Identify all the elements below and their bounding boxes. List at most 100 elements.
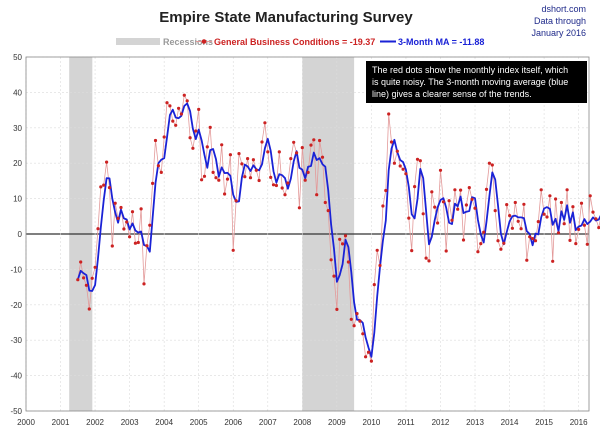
gbc-data-point (364, 355, 368, 359)
x-tick-label: 2010 (363, 418, 381, 427)
gbc-data-point (421, 212, 425, 216)
source-credit: dshort.com Data through January 2016 (531, 4, 586, 38)
gbc-data-point (248, 176, 253, 180)
gbc-data-point (136, 240, 140, 245)
gbc-data-point (461, 238, 466, 242)
gbc-data-point (513, 200, 517, 205)
y-tick-label: 10 (13, 195, 22, 204)
gbc-data-point (539, 188, 543, 192)
gbc-data-point (257, 178, 261, 183)
gbc-data-point (404, 172, 408, 176)
y-tick-label: -50 (10, 407, 22, 416)
x-tick-label: 2006 (224, 418, 242, 427)
gbc-series-line (77, 93, 600, 362)
y-tick-label: -40 (10, 372, 22, 381)
gbc-data-point (464, 203, 468, 207)
gbc-data-point (352, 324, 356, 328)
gbc-data-point (450, 218, 454, 222)
gbc-data-point (318, 138, 322, 143)
y-tick-label: 50 (13, 53, 22, 62)
x-tick-label: 2016 (570, 418, 588, 427)
gbc-data-point (332, 274, 336, 278)
gbc-data-point (415, 157, 420, 161)
gbc-data-point (574, 242, 578, 246)
gbc-data-point (217, 178, 221, 182)
gbc-data-point (151, 181, 155, 185)
series-layer (76, 93, 600, 363)
gbc-data-point (545, 215, 549, 219)
gbc-data-point (384, 188, 388, 193)
gbc-data-point (407, 216, 411, 220)
gbc-data-point (188, 136, 192, 140)
legend-ma-label: 3-Month MA = -11.88 (398, 37, 484, 47)
gbc-data-point (214, 176, 218, 180)
gbc-data-point (274, 183, 278, 188)
gbc-data-point (277, 150, 281, 154)
annotation-line-3: line) gives a clearer sense of the trend… (372, 89, 532, 99)
gbc-data-point (79, 260, 83, 264)
gbc-data-point (303, 178, 307, 182)
gbc-data-point (551, 259, 555, 263)
gbc-data-point (496, 239, 500, 243)
gbc-data-point (228, 153, 232, 157)
gbc-data-point (389, 140, 394, 144)
gbc-data-point (96, 227, 100, 231)
gbc-data-point (194, 129, 198, 133)
gbc-data-point (418, 159, 422, 163)
gbc-data-point (84, 283, 88, 287)
annotation-line-2: is quite noisy. The 3-month moving avera… (372, 77, 568, 87)
gbc-data-point (125, 220, 129, 224)
x-tick-label: 2005 (190, 418, 208, 427)
gbc-data-point (130, 210, 135, 214)
gbc-data-point (90, 276, 94, 280)
gbc-data-point (510, 226, 514, 230)
gbc-data-point (246, 157, 250, 161)
gbc-data-point (191, 146, 195, 150)
gbc-data-point (528, 235, 532, 239)
x-tick-label: 2011 (397, 418, 415, 427)
legend-gbc-dot (201, 39, 207, 44)
gbc-data-point (99, 185, 103, 189)
plot-frame (25, 56, 590, 412)
gbc-data-point (395, 149, 399, 153)
gbc-data-point (323, 200, 327, 205)
gbc-data-point (424, 256, 428, 260)
annotation-box: The red dots show the monthly index itse… (366, 61, 587, 103)
gbc-data-point (254, 168, 258, 172)
y-tick-label: 30 (13, 124, 22, 133)
gbc-data-point (289, 157, 293, 161)
gbc-data-point (315, 193, 319, 197)
gbc-data-point (300, 146, 304, 150)
gbc-data-point (470, 197, 474, 201)
gbc-data-point (430, 190, 434, 194)
gbc-data-point (502, 241, 506, 245)
gbc-data-point (398, 164, 402, 168)
legend: Recessions General Business Conditions =… (116, 37, 484, 47)
gbc-data-point (519, 227, 523, 231)
gbc-data-point (286, 181, 290, 185)
gbc-data-point (536, 220, 540, 224)
gbc-data-point (490, 163, 494, 167)
gbc-data-point (197, 107, 201, 111)
gbc-data-point (165, 101, 169, 105)
gbc-data-point (87, 307, 91, 311)
gbc-data-point (525, 258, 529, 262)
gbc-data-point (263, 121, 267, 125)
gbc-data-point (231, 248, 235, 252)
gbc-data-point (453, 188, 457, 192)
gbc-data-point (335, 307, 339, 311)
gbc-data-point (447, 199, 451, 203)
gbc-data-point (122, 227, 126, 231)
gbc-data-point (102, 183, 106, 187)
x-tick-label: 2002 (86, 418, 104, 427)
gbc-data-point (341, 242, 345, 246)
gbc-data-point (346, 260, 350, 264)
gbc-data-point (343, 234, 348, 238)
gbc-data-point (283, 193, 287, 197)
gbc-data-point (306, 170, 310, 174)
gbc-data-point (142, 282, 146, 286)
gbc-data-point (168, 104, 172, 108)
